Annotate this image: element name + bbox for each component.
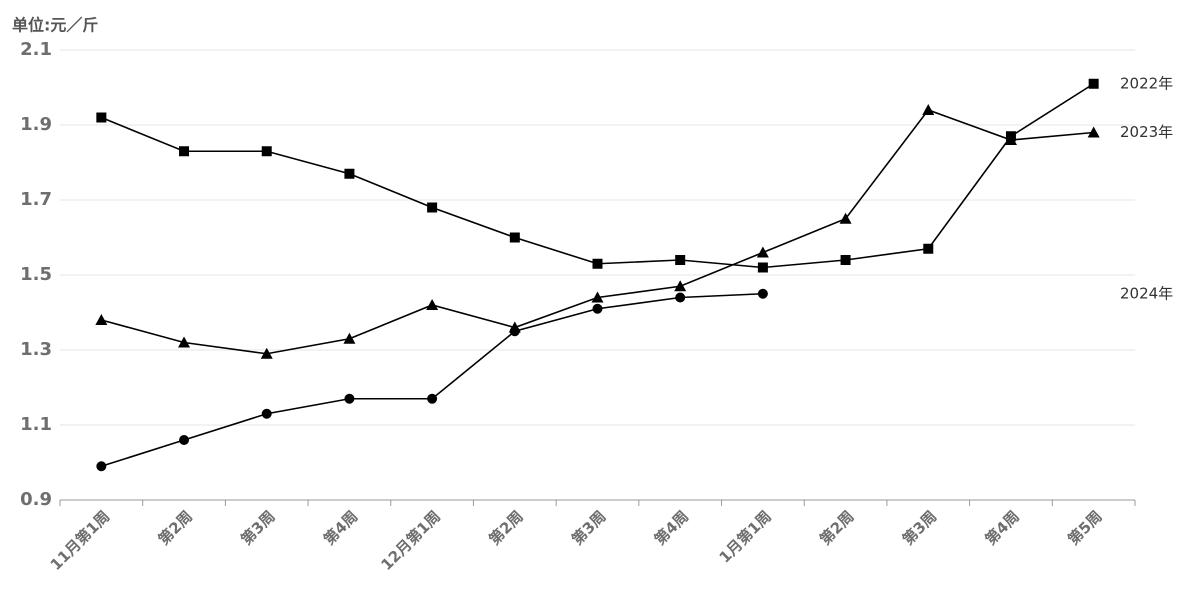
data-point [757, 288, 768, 299]
data-point [427, 202, 438, 213]
data-point [509, 232, 520, 243]
x-tick-label: 第4周 [651, 507, 692, 548]
data-point [509, 326, 520, 337]
x-tick-label: 第3周 [568, 507, 609, 548]
x-tick-label: 第2周 [816, 507, 857, 548]
y-tick-label: 1.5 [20, 264, 52, 285]
x-tick-label: 第2周 [485, 507, 526, 548]
legend-label: 2024年 [1120, 284, 1173, 302]
data-point [840, 255, 851, 265]
data-point [95, 314, 108, 325]
legend-label: 2022年 [1120, 74, 1173, 92]
data-point [178, 336, 191, 348]
data-point [344, 168, 355, 179]
data-point [839, 212, 852, 224]
x-tick-label: 第2周 [155, 507, 196, 548]
data-point [757, 262, 768, 273]
legend-label: 2023年 [1120, 123, 1173, 141]
data-point [922, 104, 935, 115]
y-tick-label: 0.9 [20, 489, 52, 510]
data-point [592, 258, 603, 269]
x-tick-label: 第5周 [1064, 507, 1105, 548]
data-point [96, 461, 107, 472]
x-tick-label: 11月第1周 [47, 507, 114, 574]
series-line [101, 109, 1094, 355]
x-tick-label: 第3周 [899, 507, 940, 548]
y-tick-label: 1.9 [20, 114, 52, 135]
data-point [343, 332, 356, 344]
x-tick-label: 第4周 [982, 507, 1023, 548]
data-point [1087, 126, 1100, 138]
y-tick-label: 1.3 [20, 339, 52, 360]
data-point [923, 243, 934, 254]
data-point [756, 246, 769, 258]
y-tick-label: 2.1 [20, 39, 52, 60]
x-tick-label: 1月第1周 [716, 507, 775, 566]
data-point [591, 291, 604, 303]
data-point [261, 408, 272, 419]
y-axis-label: 单位:元／斤 [12, 16, 98, 35]
data-point [427, 393, 438, 404]
data-point [674, 280, 687, 292]
data-point [179, 435, 190, 445]
series-line [101, 292, 763, 468]
y-tick-label: 1.7 [20, 189, 52, 210]
data-point [179, 146, 190, 157]
x-tick-label: 第3周 [237, 507, 278, 548]
x-tick-label: 第4周 [320, 507, 361, 548]
data-point [592, 303, 603, 314]
y-tick-label: 1.1 [20, 414, 52, 435]
data-point [675, 255, 686, 265]
data-point [96, 112, 107, 123]
series-line [101, 83, 1095, 269]
data-point [426, 299, 439, 310]
data-point [344, 393, 355, 404]
data-point [260, 347, 273, 359]
data-point [261, 146, 272, 157]
data-point [675, 292, 686, 303]
data-point [1004, 134, 1017, 145]
data-point [1088, 78, 1099, 89]
x-tick-label: 12月第1周 [377, 507, 444, 574]
